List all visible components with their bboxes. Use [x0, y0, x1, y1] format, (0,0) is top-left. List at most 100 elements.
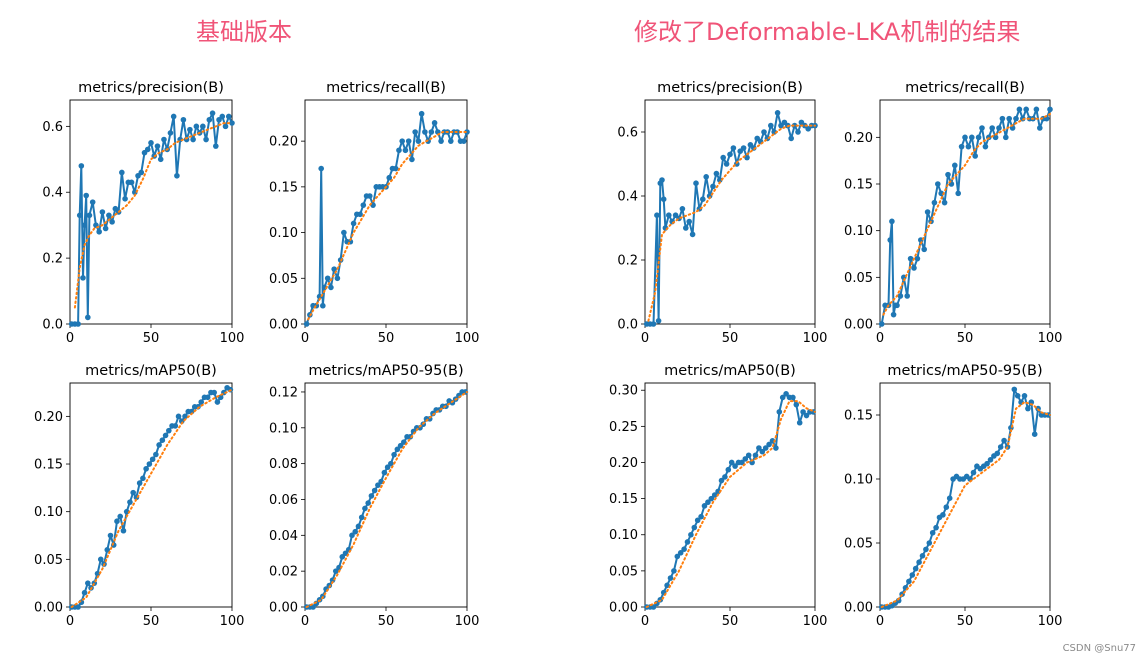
data-point — [140, 475, 146, 482]
x-tick-label: 50 — [378, 331, 395, 346]
data-point — [1031, 431, 1038, 438]
data-point — [955, 190, 961, 197]
data-point — [740, 145, 747, 151]
data-point — [174, 172, 180, 179]
data-point — [904, 293, 910, 299]
plot-frame — [644, 382, 816, 608]
x-tick-label: 100 — [1038, 614, 1063, 629]
data-point — [759, 448, 766, 455]
data-point — [352, 528, 359, 535]
data-point — [167, 130, 174, 136]
chart-title: metrics/recall(B) — [905, 80, 1025, 96]
data-point — [97, 556, 104, 563]
data-point — [1023, 106, 1029, 113]
y-tick-label: 0.2 — [617, 254, 638, 269]
data-point — [742, 456, 749, 462]
data-point — [190, 136, 196, 143]
x-tick-label: 0 — [641, 614, 649, 629]
chart-title: metrics/precision(B) — [78, 80, 224, 96]
data-point — [159, 437, 166, 443]
data-point — [788, 135, 794, 142]
data-point — [209, 110, 216, 116]
x-tick-label: 0 — [301, 331, 309, 346]
data-point — [958, 143, 965, 150]
data-point — [143, 465, 149, 472]
data-point — [182, 413, 188, 420]
x-tick-label: 0 — [876, 614, 884, 629]
x-tick-label: 100 — [220, 614, 245, 629]
data-point — [214, 399, 221, 405]
data-point — [334, 275, 341, 282]
data-point — [320, 302, 326, 309]
data-point — [984, 460, 990, 467]
data-point — [1033, 106, 1040, 113]
results-line — [646, 392, 814, 608]
data-point — [923, 546, 929, 553]
data-point — [460, 138, 467, 144]
data-point — [654, 212, 660, 218]
y-tick-label: 0.20 — [609, 456, 638, 471]
data-point — [193, 123, 200, 130]
data-point — [660, 196, 667, 202]
y-tick-label: 0.6 — [42, 120, 63, 135]
data-point — [739, 459, 745, 466]
data-point — [222, 123, 229, 130]
data-point — [362, 505, 368, 512]
y-tick-label: 0.04 — [269, 529, 298, 544]
data-point — [402, 147, 409, 154]
data-point — [412, 129, 418, 135]
y-tick-label: 0.25 — [609, 420, 638, 435]
data-point — [204, 394, 211, 401]
data-point — [989, 125, 995, 131]
x-tick-label: 100 — [455, 614, 480, 629]
x-tick-label: 100 — [803, 614, 828, 629]
data-point — [161, 136, 167, 143]
x-tick-label: 50 — [957, 614, 974, 629]
data-point — [979, 125, 985, 131]
data-point — [96, 228, 102, 235]
data-point — [994, 450, 1001, 457]
data-point — [1011, 386, 1018, 393]
data-point — [397, 442, 404, 449]
data-point — [128, 179, 135, 186]
data-point — [85, 314, 91, 321]
data-point — [717, 177, 723, 183]
data-point — [650, 321, 657, 327]
data-point — [1047, 106, 1053, 113]
chart-title: metrics/mAP50(B) — [664, 363, 796, 379]
y-tick-label: 0.0 — [617, 318, 638, 333]
x-tick-label: 0 — [876, 331, 884, 346]
chart-title: metrics/recall(B) — [326, 80, 446, 96]
data-point — [919, 553, 926, 559]
data-point — [710, 183, 716, 190]
data-point — [999, 115, 1006, 122]
y-tick-label: 0.02 — [269, 565, 298, 580]
y-tick-label: 0.05 — [609, 564, 638, 579]
data-point — [907, 255, 914, 262]
data-point — [394, 446, 401, 453]
y-tick-label: 0.15 — [609, 492, 638, 507]
data-point — [972, 153, 978, 159]
data-point — [1025, 405, 1031, 412]
smooth-line — [647, 124, 816, 322]
data-point — [104, 547, 111, 553]
chart-title: metrics/mAP50(B) — [85, 363, 217, 379]
chart-panel: metrics/mAP50-95(B) 0 50 100 0.00 0.05 0.10 0.1… — [844, 363, 1062, 629]
data-point — [728, 459, 735, 466]
y-tick-label: 0.05 — [269, 272, 298, 287]
data-point — [219, 113, 226, 120]
x-tick-label: 50 — [722, 614, 739, 629]
data-point — [198, 399, 205, 405]
data-point — [774, 110, 781, 116]
data-point — [761, 129, 767, 135]
data-point — [375, 482, 381, 488]
data-point — [997, 444, 1004, 450]
data-point — [156, 442, 162, 448]
data-point — [384, 464, 391, 471]
plot-frame — [879, 382, 1051, 608]
data-point — [422, 129, 428, 135]
data-point — [157, 156, 164, 163]
y-tick-label: 0.15 — [844, 409, 873, 424]
data-point — [324, 275, 331, 282]
data-point — [897, 293, 904, 299]
